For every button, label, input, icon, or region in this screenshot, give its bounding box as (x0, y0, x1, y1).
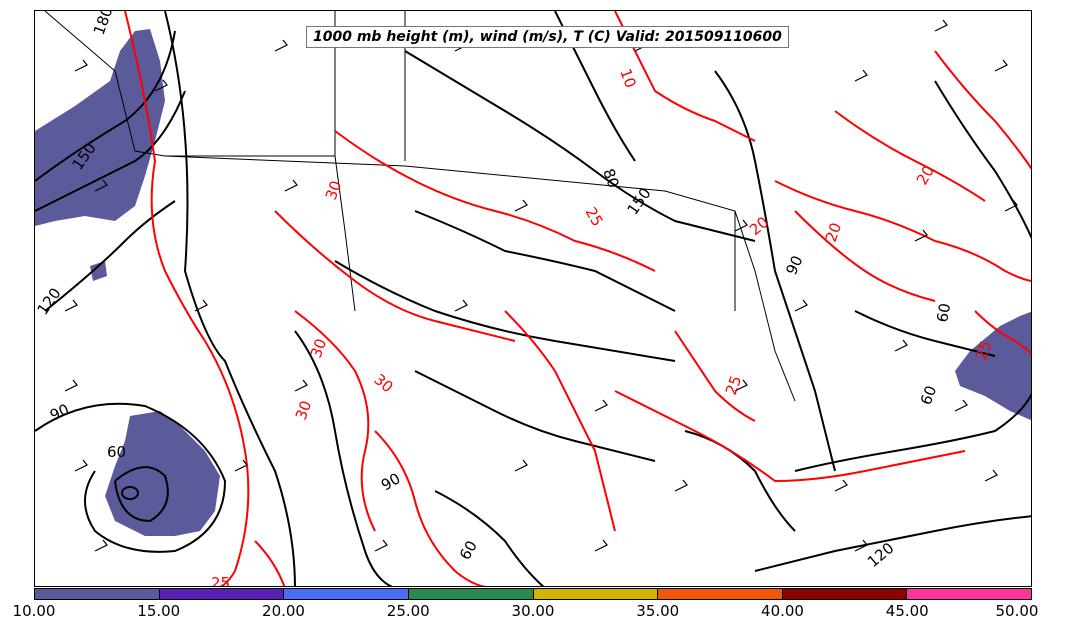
colorbar-tick: 15.00 (137, 602, 181, 620)
colorbar-segment (408, 589, 534, 599)
map-canvas: 180 150 120 90 60 150 90 60 120 60 80 90… (35, 11, 1031, 587)
colorbar-tick: 10.00 (12, 602, 56, 620)
colorbar (34, 588, 1032, 600)
temperature-label: 25 (582, 204, 607, 230)
colorbar-tick: 40.00 (761, 602, 804, 620)
wind-barbs (64, 19, 1018, 552)
height-label: 120 (35, 285, 65, 319)
wind-fill-northwest (35, 29, 165, 226)
temperature-label: 25 (722, 373, 745, 397)
temperature-label: 20 (913, 162, 938, 188)
temperature-contour-labels: 25 30 30 30 25 20 20 20 25 30 10 25 (211, 66, 995, 587)
temperature-label: 25 (972, 338, 995, 362)
height-label: 180 (90, 11, 117, 37)
colorbar-segment (284, 589, 409, 599)
height-label: 90 (782, 253, 806, 278)
wind-fill-small (90, 261, 107, 281)
height-label: 60 (456, 537, 481, 563)
colorbar-tick: 45.00 (885, 602, 929, 620)
colorbar-segment (782, 589, 908, 599)
height-label: 90 (378, 469, 404, 494)
colorbar-tick: 25.00 (386, 602, 430, 620)
temperature-label: 30 (370, 370, 396, 396)
map-panel: 180 150 120 90 60 150 90 60 120 60 80 90… (34, 10, 1032, 587)
colorbar-tick: 30.00 (511, 602, 555, 620)
colorbar-segment (533, 589, 659, 599)
height-label: 80 (599, 166, 622, 190)
temperature-label: 20 (822, 220, 845, 244)
height-contours (35, 11, 1031, 586)
colorbar-tick-labels: 10.00 15.00 20.00 25.00 30.00 35.00 40.0… (13, 600, 1039, 630)
colorbar-segment (907, 589, 1031, 599)
height-label: 60 (107, 443, 126, 461)
colorbar-segment (658, 589, 783, 599)
temperature-label: 30 (307, 336, 330, 360)
colorbar-tick: 35.00 (636, 602, 680, 620)
temperature-contours (124, 11, 1031, 586)
colorbar-segment (159, 589, 285, 599)
height-label: 60 (933, 302, 954, 324)
colorbar-tick: 50.00 (995, 602, 1039, 620)
height-label: 60 (917, 383, 940, 407)
map-title: 1000 mb height (m), wind (m/s), T (C) Va… (306, 26, 789, 48)
temperature-label: 25 (211, 574, 230, 587)
colorbar-tick: 20.00 (262, 602, 305, 620)
temperature-label: 30 (322, 178, 345, 202)
temperature-label: 10 (616, 66, 639, 90)
wind-speed-fill (35, 29, 1031, 536)
temperature-label: 30 (292, 398, 315, 422)
colorbar-segment (35, 589, 160, 599)
